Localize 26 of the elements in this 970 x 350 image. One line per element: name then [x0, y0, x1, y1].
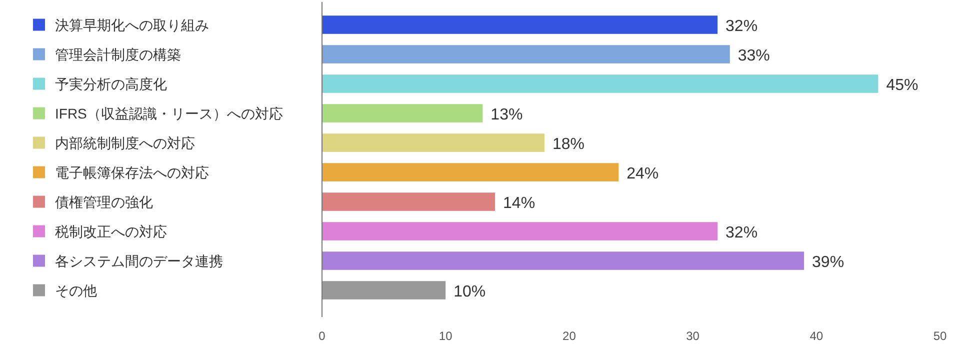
y-tick-label: IFRS（収益認識・リース）への対応	[55, 105, 283, 122]
data-label: 18%	[552, 136, 585, 153]
data-label: 32%	[726, 18, 758, 35]
data-label: 10%	[454, 283, 486, 300]
data-label: 33%	[738, 47, 770, 64]
data-label: 14%	[503, 194, 536, 212]
y-tick-label: その他	[55, 282, 97, 298]
x-tick-label: 10	[438, 329, 453, 343]
data-label: 45%	[886, 76, 918, 94]
x-tick-label: 20	[562, 329, 576, 343]
y-tick-label: 税制改正への対応	[55, 223, 167, 240]
y-tick-label: 決算早期化への取り組み	[55, 16, 209, 33]
data-label: 24%	[626, 165, 659, 182]
x-tick-label: 30	[686, 329, 700, 343]
x-tick-label: 40	[810, 329, 824, 343]
y-tick-label: 債権管理の強化	[55, 194, 153, 210]
data-label: 39%	[812, 254, 844, 271]
data-label: 13%	[490, 106, 523, 124]
data-label: 32%	[726, 224, 758, 242]
y-tick-label: 管理会計制度の構築	[55, 46, 181, 62]
y-tick-label: 電子帳簿保存法への対応	[55, 164, 209, 180]
y-tick-label: 予実分析の高度化	[55, 76, 167, 92]
y-tick-label: 各システム間のデータ連携	[55, 252, 223, 269]
y-tick-label: 内部統制制度への対応	[55, 134, 195, 151]
x-tick-label: 50	[933, 329, 947, 343]
x-tick-label: 0	[318, 329, 326, 343]
